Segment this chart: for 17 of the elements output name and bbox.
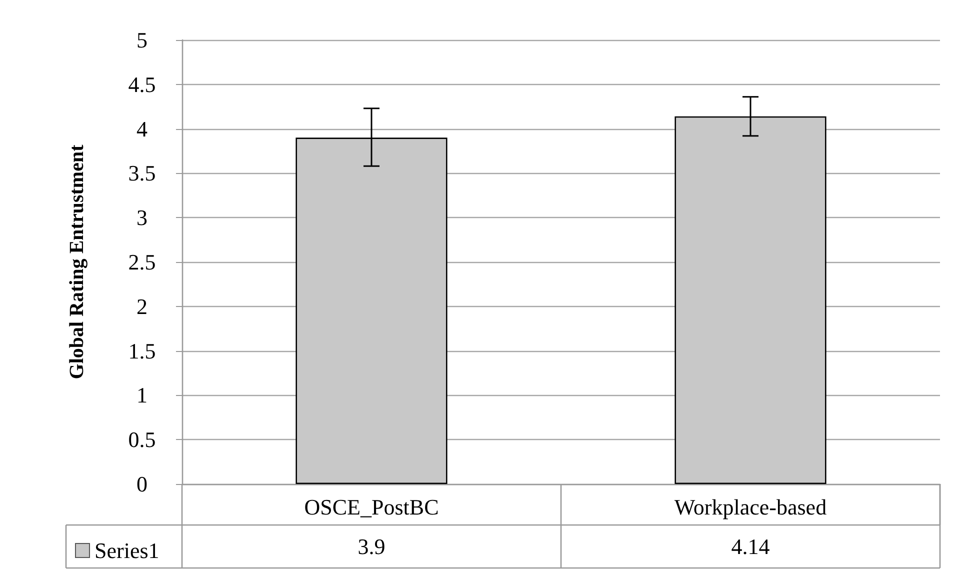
y-tick-label: 1 (136, 382, 148, 408)
y-tick-label: 1.5 (128, 338, 156, 364)
y-tick-label: 4 (136, 116, 148, 142)
x-tick-label: OSCE_PostBC (304, 494, 439, 520)
data-label: 3.9 (358, 534, 386, 559)
y-tick-label: 4.5 (128, 72, 156, 97)
y-tick-label: 3.5 (128, 160, 156, 186)
data-label: 4.14 (731, 534, 770, 559)
y-tick-label: 0.5 (128, 427, 156, 452)
y-axis-title: Global Rating Entrustment (66, 144, 88, 380)
x-tick-label: Workplace-based (674, 494, 827, 520)
y-tick-label: 5 (136, 28, 148, 52)
y-tick-label: 0 (136, 472, 148, 496)
y-tick-label: 3 (136, 205, 148, 230)
y-tick-label: 2 (136, 294, 148, 319)
legend-label: Series1 (94, 538, 160, 563)
y-tick-label: 2.5 (128, 250, 156, 274)
